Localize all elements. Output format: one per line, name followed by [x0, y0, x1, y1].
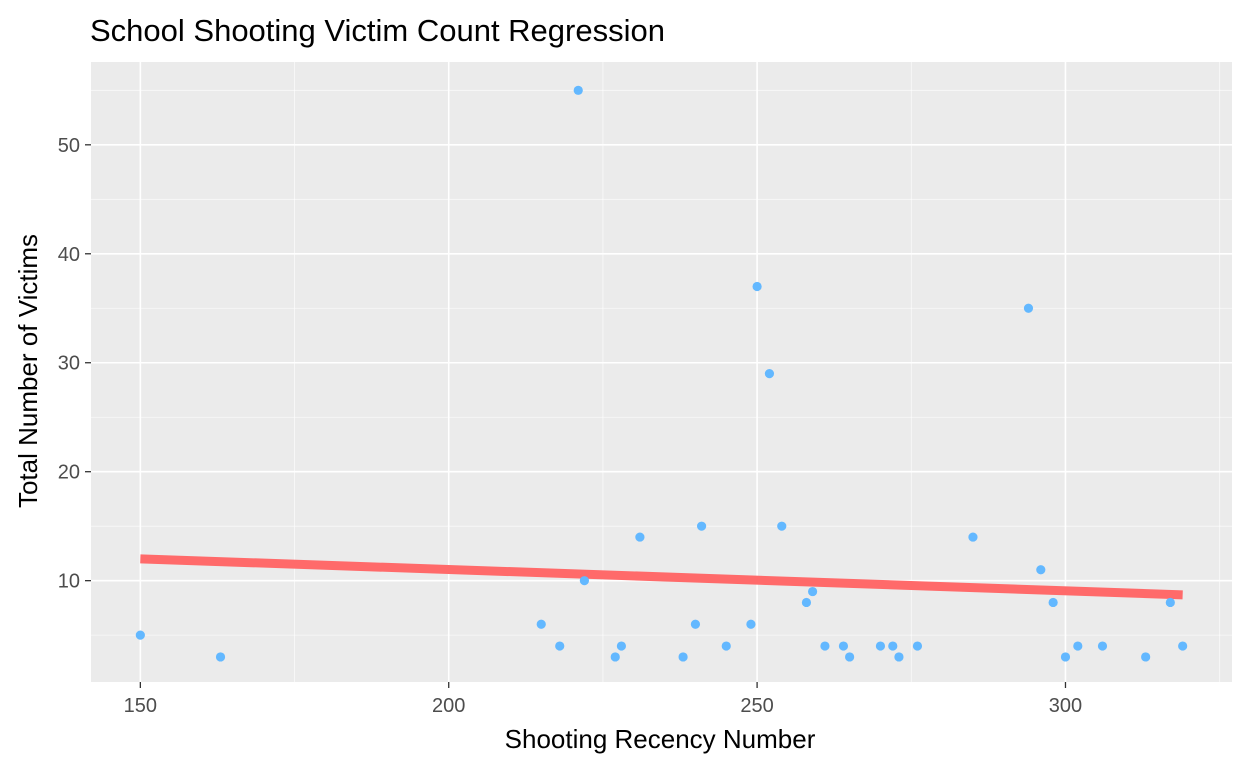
- axis-ticks: 150 200 250 300 10 20 30 40 50: [58, 135, 1082, 717]
- y-tick-label: 40: [58, 244, 80, 266]
- data-point: [746, 619, 756, 629]
- data-point: [1097, 641, 1108, 651]
- data-point: [968, 532, 978, 542]
- data-point: [696, 521, 707, 531]
- data-point: [215, 652, 226, 662]
- data-point: [912, 641, 923, 651]
- data-point: [894, 652, 904, 662]
- x-tick-label: 200: [432, 695, 465, 717]
- y-tick-label: 10: [58, 571, 80, 593]
- data-point: [1060, 652, 1071, 662]
- y-tick-label: 50: [58, 135, 80, 157]
- data-point: [690, 619, 701, 629]
- data-point: [579, 576, 590, 586]
- data-point: [536, 619, 546, 629]
- data-point: [888, 641, 898, 651]
- data-point: [1073, 641, 1083, 651]
- data-point: [678, 652, 688, 662]
- data-point: [573, 85, 583, 95]
- data-point: [1165, 597, 1175, 608]
- x-tick-label: 250: [740, 695, 773, 717]
- data-point: [838, 641, 849, 651]
- y-tick-label: 20: [58, 462, 80, 484]
- data-point: [721, 641, 731, 651]
- x-tick-label: 300: [1049, 695, 1082, 717]
- data-point: [845, 652, 855, 662]
- data-point: [1048, 597, 1058, 608]
- data-point: [1178, 641, 1188, 651]
- data-point: [610, 652, 620, 662]
- data-point: [635, 532, 645, 542]
- data-point: [1023, 303, 1034, 313]
- data-point: [808, 586, 818, 597]
- chart-title: School Shooting Victim Count Regression: [90, 13, 665, 48]
- y-axis-title: Total Number of Victims: [13, 234, 43, 508]
- data-point: [820, 641, 830, 651]
- x-axis-title: Shooting Recency Number: [505, 724, 816, 754]
- x-tick-label: 150: [124, 695, 157, 717]
- data-point: [616, 641, 627, 651]
- data-point: [801, 597, 812, 608]
- data-point: [764, 369, 775, 379]
- data-point: [1036, 565, 1046, 575]
- regression-layer: [140, 554, 1183, 600]
- data-point: [752, 281, 762, 292]
- data-point: [875, 641, 886, 651]
- data-point: [555, 641, 565, 651]
- y-tick-label: 30: [58, 353, 80, 375]
- data-point: [1141, 652, 1151, 662]
- data-point: [777, 521, 787, 531]
- points-layer: [135, 85, 1188, 662]
- data-point: [135, 630, 145, 640]
- regression-line: [140, 554, 1183, 600]
- minor-gridlines: [91, 62, 1232, 682]
